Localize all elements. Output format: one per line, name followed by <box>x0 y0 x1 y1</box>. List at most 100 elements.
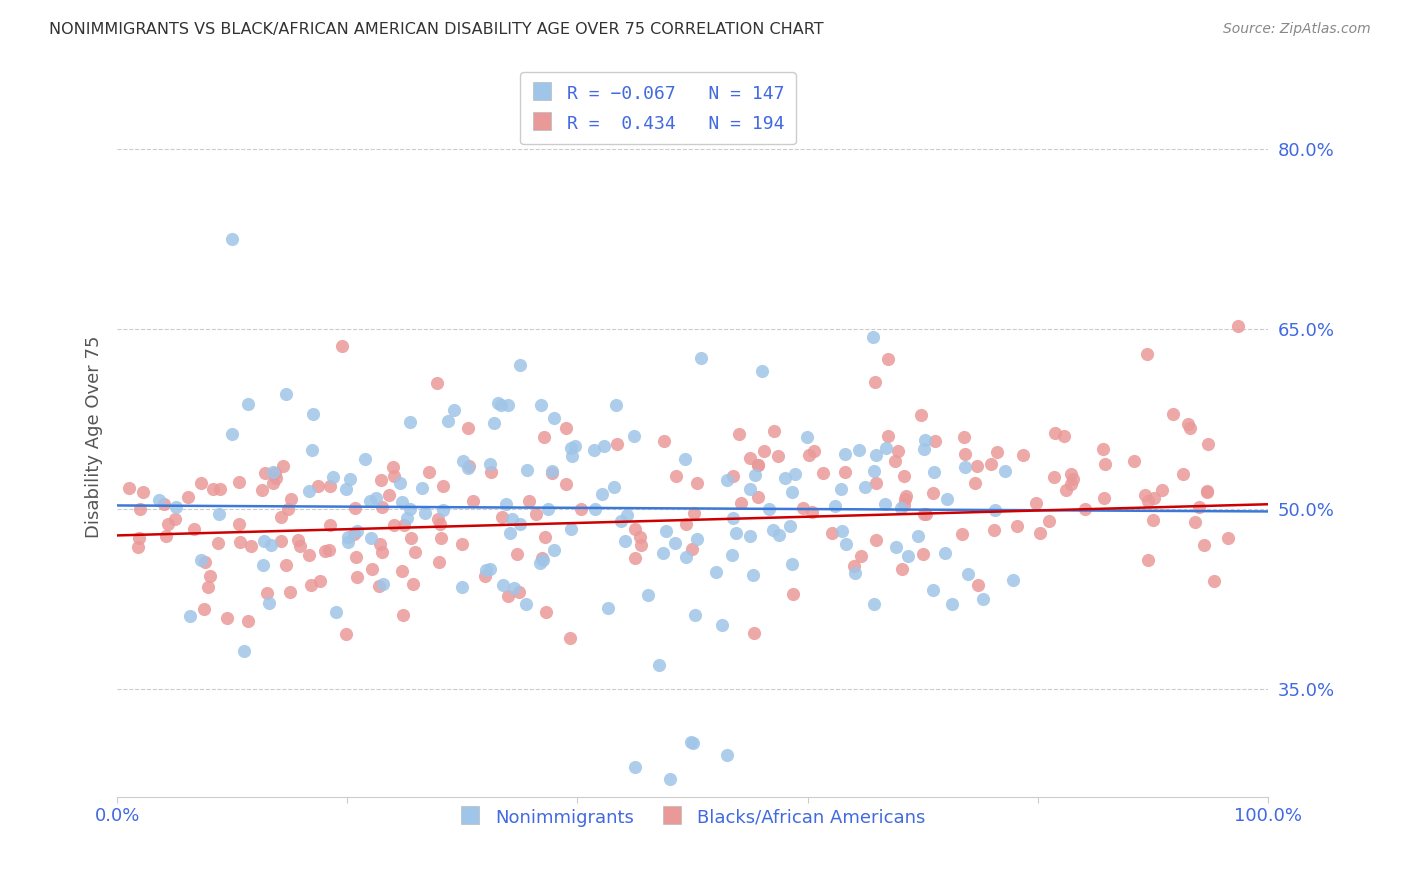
Point <box>496 398 519 412</box>
Point <box>1216 531 1239 545</box>
Point <box>287 533 309 547</box>
Point <box>797 448 820 462</box>
Point <box>910 408 932 422</box>
Point <box>505 547 527 561</box>
Point <box>533 430 555 444</box>
Point <box>228 517 250 532</box>
Point <box>486 395 509 409</box>
Point <box>738 529 761 543</box>
Point <box>270 509 292 524</box>
Point <box>198 569 221 583</box>
Point <box>610 514 633 528</box>
Point <box>190 475 212 490</box>
Point <box>893 498 915 512</box>
Point <box>209 482 232 496</box>
Point <box>796 430 818 444</box>
Point <box>499 526 522 541</box>
Text: Source: ZipAtlas.com: Source: ZipAtlas.com <box>1223 22 1371 37</box>
Point <box>783 467 806 482</box>
Point <box>1188 500 1211 515</box>
Point <box>359 494 381 508</box>
Point <box>252 558 274 573</box>
Point <box>280 491 302 506</box>
Text: NONIMMIGRANTS VS BLACK/AFRICAN AMERICAN DISABILITY AGE OVER 75 CORRELATION CHART: NONIMMIGRANTS VS BLACK/AFRICAN AMERICAN … <box>49 22 824 37</box>
Point <box>1143 491 1166 505</box>
Point <box>560 449 582 463</box>
Point <box>541 466 564 480</box>
Point <box>803 444 825 458</box>
Point <box>202 483 225 497</box>
Point <box>1161 408 1184 422</box>
Point <box>475 563 498 577</box>
Point <box>368 537 391 551</box>
Point <box>824 499 846 513</box>
Point <box>179 608 201 623</box>
Point <box>495 497 517 511</box>
Point <box>955 448 977 462</box>
Point <box>893 468 915 483</box>
Point <box>319 517 342 532</box>
Point <box>501 512 523 526</box>
Point <box>298 548 321 562</box>
Point <box>479 465 502 479</box>
Point <box>780 558 803 572</box>
Point <box>966 459 988 474</box>
Point <box>624 760 647 774</box>
Point <box>555 421 578 435</box>
Point <box>884 540 907 554</box>
Point <box>690 351 713 366</box>
Point <box>994 464 1017 478</box>
Point <box>890 501 912 516</box>
Point <box>593 439 616 453</box>
Point <box>534 530 557 544</box>
Point <box>1012 448 1035 462</box>
Point <box>728 427 751 442</box>
Point <box>773 470 796 484</box>
Point <box>912 507 935 521</box>
Point <box>624 522 647 536</box>
Point <box>208 507 231 521</box>
Point <box>886 444 908 458</box>
Point <box>875 442 897 456</box>
Point <box>394 518 416 533</box>
Y-axis label: Disability Age Over 75: Disability Age Over 75 <box>86 336 103 539</box>
Point <box>418 465 440 479</box>
Point <box>603 480 626 494</box>
Point <box>853 481 876 495</box>
Point <box>865 475 887 490</box>
Point <box>426 376 449 390</box>
Point <box>228 475 250 489</box>
Point <box>983 524 1005 538</box>
Point <box>675 550 697 565</box>
Point <box>616 508 638 523</box>
Point <box>450 537 472 551</box>
Point <box>811 466 834 480</box>
Point <box>738 451 761 466</box>
Point <box>524 507 547 521</box>
Point <box>530 398 553 412</box>
Point <box>630 538 652 552</box>
Point <box>132 484 155 499</box>
Point <box>896 489 918 503</box>
Point <box>1173 467 1195 481</box>
Point <box>686 532 709 546</box>
Point <box>623 550 645 565</box>
Point <box>725 526 748 541</box>
Point <box>897 549 920 563</box>
Point <box>343 527 366 541</box>
Point <box>429 517 451 532</box>
Point <box>530 550 553 565</box>
Point <box>262 476 284 491</box>
Point <box>271 459 294 474</box>
Point <box>740 482 762 496</box>
Point <box>637 588 659 602</box>
Point <box>426 512 449 526</box>
Point <box>768 527 790 541</box>
Point <box>848 443 870 458</box>
Point <box>127 541 149 555</box>
Point <box>335 627 357 641</box>
Point <box>314 544 336 558</box>
Point <box>250 483 273 497</box>
Point <box>515 597 537 611</box>
Point <box>648 658 671 673</box>
